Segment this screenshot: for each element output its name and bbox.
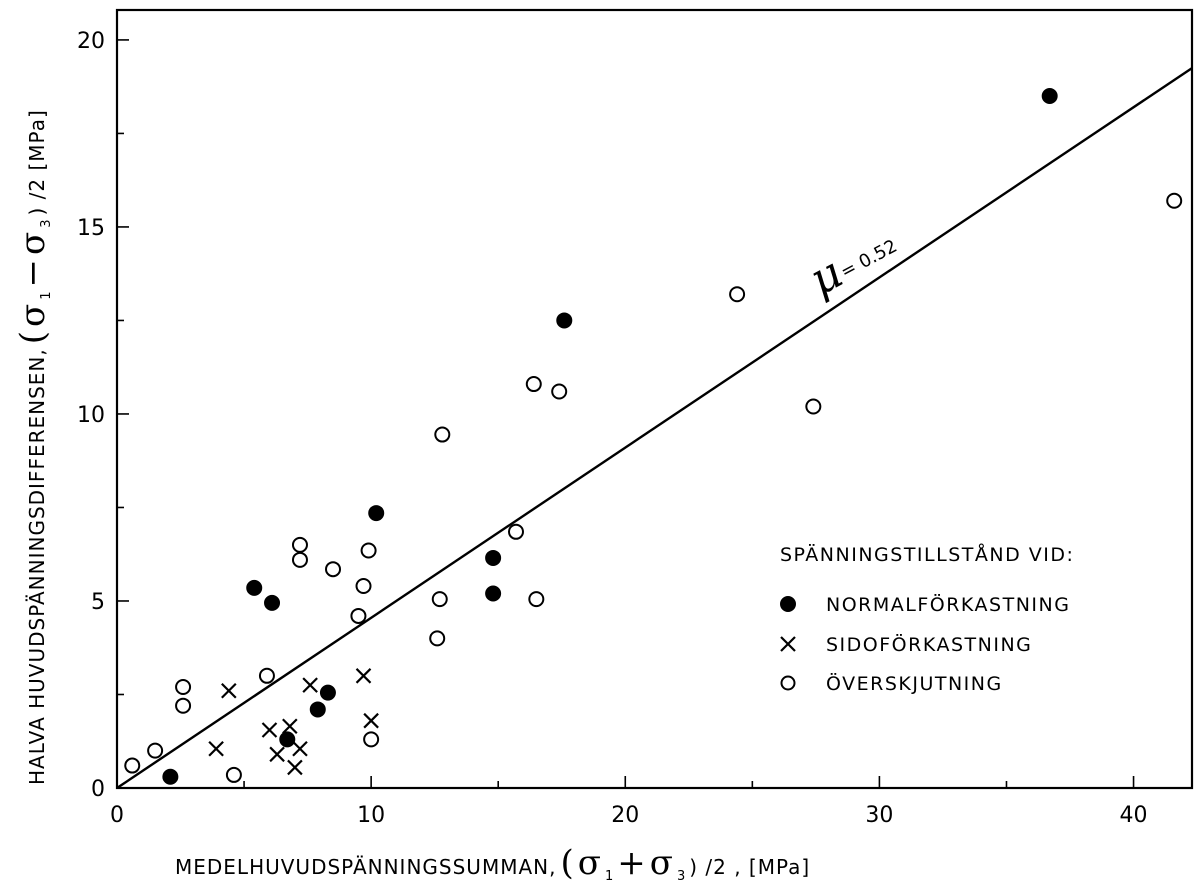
x-axis-title-op: +: [617, 843, 646, 883]
y-tick-label: 20: [77, 29, 105, 54]
data-points: [124, 88, 1183, 785]
y-tick-label: 5: [91, 590, 105, 615]
point-normalforkastning: [368, 505, 385, 522]
point-sidoforkastning: [261, 722, 278, 738]
mu-value-label: = 0.52: [837, 236, 901, 283]
y-axis-title-sub1: 1: [39, 292, 54, 300]
point-overskjutning: [434, 426, 451, 443]
fit-line-annotation: μ = 0.52: [801, 236, 901, 306]
legend-marker-normal: [780, 596, 796, 612]
point-overskjutning: [291, 536, 308, 553]
y-axis-title-prefix: HALVA HUVUDSPÄNNINGSDIFFERENSEN,: [25, 348, 49, 785]
point-normalforkastning: [309, 701, 326, 718]
point-sidoforkastning: [302, 677, 318, 693]
fit-line-layer: [116, 67, 1193, 789]
point-overskjutning: [350, 607, 367, 624]
x-axis-title-sigma3: σ: [650, 843, 673, 883]
point-overskjutning: [147, 742, 164, 759]
y-tick-label: 10: [77, 403, 105, 428]
point-overskjutning: [507, 523, 524, 540]
legend: SPÄNNINGSTILLSTÅND VID: NORMALFÖRKASTNIN…: [780, 543, 1074, 695]
point-overskjutning: [431, 591, 448, 608]
point-overskjutning: [124, 757, 141, 774]
legend-marker-over: [780, 675, 796, 691]
axis-ticks: 0 10 20 30 40 0 5 10 15 20: [77, 29, 1148, 828]
plot-frame: [115, 8, 1194, 790]
x-tick-label: 40: [1120, 803, 1148, 828]
point-normalforkastning: [162, 768, 179, 785]
point-overskjutning: [1166, 192, 1183, 209]
point-normalforkastning: [485, 585, 502, 602]
point-overskjutning: [355, 578, 372, 595]
x-axis-title-sub3: 3: [677, 869, 685, 884]
point-overskjutning: [551, 383, 568, 400]
point-overskjutning: [525, 376, 542, 393]
legend-marker-sido: [780, 636, 796, 652]
point-overskjutning: [528, 591, 545, 608]
point-overskjutning: [363, 731, 380, 748]
x-axis-title-suffix: ) /2 , [MPa]: [689, 855, 810, 879]
fit-line: [116, 67, 1193, 789]
y-axis-title-sub3: 3: [39, 220, 54, 228]
point-normalforkastning: [556, 312, 573, 329]
point-normalforkastning: [279, 731, 296, 748]
point-normalforkastning: [264, 594, 281, 611]
y-axis-title-sigma3: σ: [13, 232, 53, 255]
x-axis-title-paren: (: [560, 843, 573, 883]
x-tick-label: 10: [357, 803, 385, 828]
legend-label-over: ÖVERSKJUTNING: [826, 672, 1003, 695]
y-axis-title-op: −: [13, 259, 53, 288]
point-overskjutning: [729, 286, 746, 303]
x-axis-title: MEDELHUVUDSPÄNNINGSSUMMAN, ( σ 1 + σ 3 )…: [175, 843, 810, 884]
point-sidoforkastning: [287, 759, 303, 776]
point-overskjutning: [805, 398, 822, 415]
point-sidoforkastning: [292, 740, 308, 757]
point-overskjutning: [175, 679, 192, 696]
point-normalforkastning: [319, 684, 336, 701]
y-axis-title: HALVA HUVUDSPÄNNINGSDIFFERENSEN, ( σ 1 −…: [13, 109, 54, 785]
y-axis-title-sigma1: σ: [13, 304, 53, 327]
y-tick-label: 0: [91, 777, 105, 802]
point-normalforkastning: [485, 549, 502, 566]
point-overskjutning: [291, 551, 308, 568]
y-axis-title-paren: (: [13, 331, 53, 344]
point-sidoforkastning: [269, 746, 285, 763]
point-sidoforkastning: [221, 682, 237, 699]
point-overskjutning: [225, 766, 242, 783]
point-overskjutning: [175, 697, 192, 714]
point-sidoforkastning: [282, 718, 298, 735]
point-overskjutning: [325, 561, 342, 578]
legend-label-sido: SIDOFÖRKASTNING: [826, 633, 1032, 656]
legend-label-normal: NORMALFÖRKASTNING: [826, 593, 1070, 616]
x-tick-label: 30: [865, 803, 893, 828]
point-overskjutning: [360, 542, 377, 559]
x-tick-label: 0: [110, 803, 124, 828]
point-sidoforkastning: [355, 668, 372, 684]
point-normalforkastning: [246, 579, 263, 596]
point-normalforkastning: [1041, 88, 1058, 105]
point-overskjutning: [258, 667, 275, 684]
x-axis-title-sub1: 1: [605, 869, 613, 884]
y-axis-title-suffix: ) /2 [MPa]: [25, 109, 49, 215]
legend-title: SPÄNNINGSTILLSTÅND VID:: [780, 543, 1074, 566]
point-sidoforkastning: [363, 712, 379, 729]
y-tick-label: 15: [77, 216, 105, 241]
x-axis-title-sigma1: σ: [578, 843, 601, 883]
x-tick-label: 20: [611, 803, 639, 828]
x-axis-title-prefix: MEDELHUVUDSPÄNNINGSSUMMAN,: [175, 855, 556, 879]
point-overskjutning: [429, 630, 446, 647]
point-sidoforkastning: [208, 740, 224, 757]
